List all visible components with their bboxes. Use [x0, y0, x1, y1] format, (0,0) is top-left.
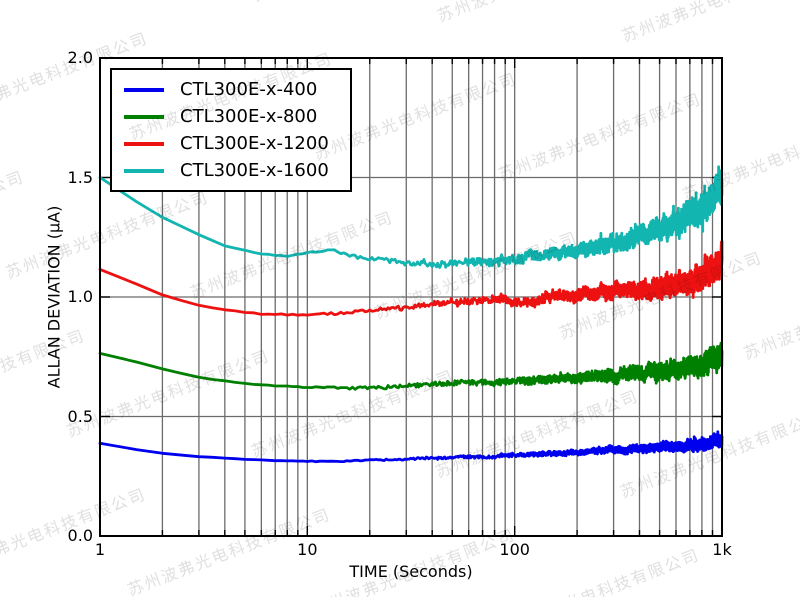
x-tick-label: 10 [297, 540, 318, 559]
legend-line-sample [124, 114, 164, 119]
plot-border [99, 57, 723, 537]
x-tick-label: 1k [712, 540, 732, 559]
y-tick-label: 0.5 [67, 406, 93, 426]
y-tick-label: 2.0 [67, 48, 93, 67]
legend-box: CTL300E-x-400 CTL300E-x-800 CTL300E-x-1200… [110, 68, 352, 192]
series-line-CTL300E-x-800 [98, 341, 724, 391]
x-tick-label: 1 [94, 540, 106, 559]
y-tick-label: 1.5 [67, 167, 93, 187]
legend-line-sample [124, 141, 164, 146]
legend-item: CTL300E-x-400 [124, 78, 338, 100]
data-series [98, 165, 724, 464]
legend-item: CTL300E-x-1600 [124, 159, 338, 181]
legend-item: CTL300E-x-800 [124, 105, 338, 127]
legend-line-sample [124, 168, 164, 173]
legend-label: CTL300E-x-400 [180, 78, 318, 100]
y-tick-label: 1.0 [67, 287, 93, 306]
y-tick-label: 0.0 [67, 526, 93, 545]
x-axis-title: TIME (Seconds) [349, 562, 473, 581]
legend-item: CTL300E-x-1200 [124, 132, 338, 154]
x-tick-label: 100 [499, 540, 530, 559]
legend-label: CTL300E-x-1200 [180, 132, 329, 154]
y-axis-title: ALLAN DEVIATION (µA) [44, 205, 64, 389]
legend-label: CTL300E-x-800 [180, 105, 318, 127]
series-line-CTL300E-x-1200 [98, 239, 724, 317]
legend-line-sample [124, 87, 164, 92]
series-line-CTL300E-x-400 [98, 430, 724, 464]
legend-label: CTL300E-x-1600 [180, 159, 329, 181]
series-line-CTL300E-x-1600 [98, 165, 724, 269]
